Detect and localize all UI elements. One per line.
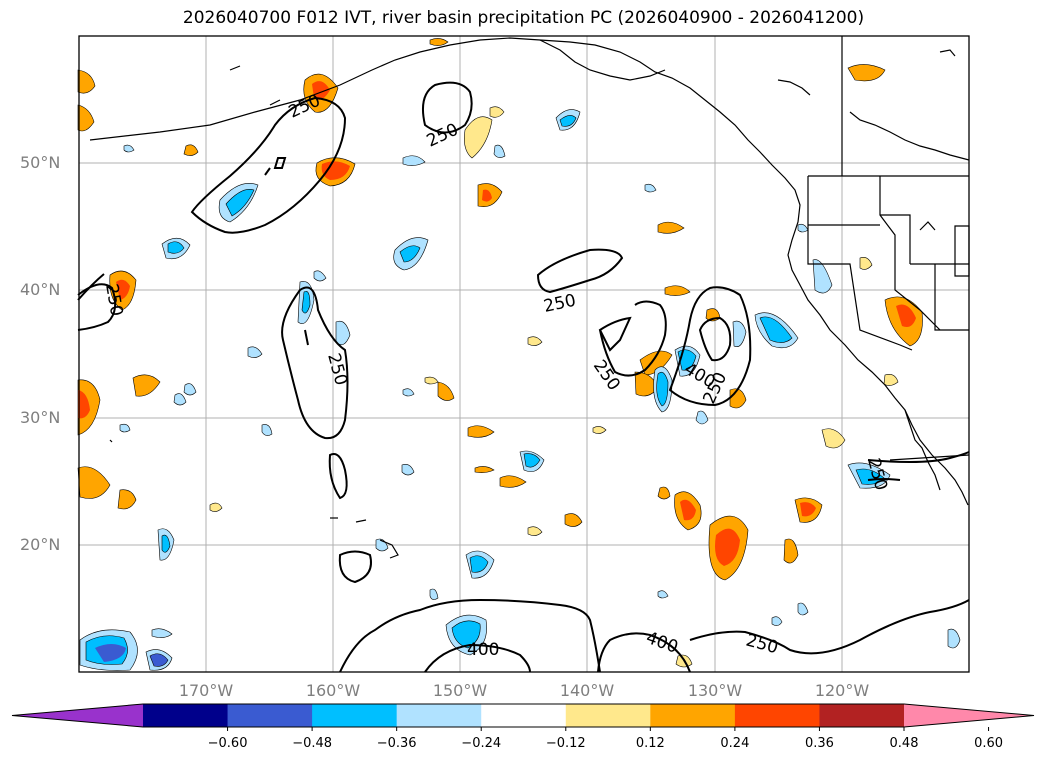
lon-label-160w: 160°W: [305, 681, 361, 700]
colorbar-tick-label: −0.60: [207, 736, 248, 751]
colorbar-outline: [11, 703, 1035, 728]
lat-label-40n: 40°N: [20, 280, 61, 299]
colorbar-segment: [565, 704, 651, 727]
precip-shading: [77, 38, 961, 671]
colorbar-segment: [734, 704, 820, 727]
colorbar-tick-label: −0.36: [376, 736, 417, 751]
colorbar-segment: [312, 704, 398, 727]
lat-label-20n: 20°N: [20, 535, 61, 554]
colorbar-extend-low: [12, 704, 143, 727]
colorbar-tick-label: 0.48: [889, 736, 919, 751]
gridlines: [79, 36, 969, 672]
colorbar-tick-label: −0.48: [292, 736, 333, 751]
colorbar-segment: [396, 704, 482, 727]
colorbar-tick-label: 0.12: [635, 736, 665, 751]
lon-label-170w: 170°W: [178, 681, 234, 700]
lon-label-130w: 130°W: [687, 681, 743, 700]
lon-label-120w: 120°W: [814, 681, 870, 700]
ivt-contours: [77, 81, 970, 673]
colorbar-extend-high: [904, 704, 1034, 727]
colorbar-tick-label: −0.12: [545, 736, 586, 751]
colorbar-tick-label: 0.36: [804, 736, 834, 751]
colorbar-segment: [227, 704, 313, 727]
colorbar-tick-label: −0.24: [461, 736, 502, 751]
colorbar-tick-label: 0.60: [974, 736, 1004, 751]
plot-frame: [78, 35, 970, 673]
colorbar-segment: [819, 704, 905, 727]
lon-label-140w: 140°W: [559, 681, 615, 700]
colorbar-tick-label: 0.24: [720, 736, 750, 751]
lon-label-150w: 150°W: [432, 681, 488, 700]
colorbar-segment: [481, 704, 567, 727]
lat-label-50n: 50°N: [20, 153, 61, 172]
map-plot: 250 250 250 250 250 250 400 250 250 400 …: [77, 35, 970, 673]
contour-label: 400: [467, 640, 499, 660]
map-title: 2026040700 F012 IVT, river basin precipi…: [182, 8, 865, 28]
lat-label-30n: 30°N: [20, 408, 61, 427]
colorbar-segment: [650, 704, 736, 727]
coastlines: [89, 36, 970, 559]
colorbar-segment: [143, 704, 229, 727]
